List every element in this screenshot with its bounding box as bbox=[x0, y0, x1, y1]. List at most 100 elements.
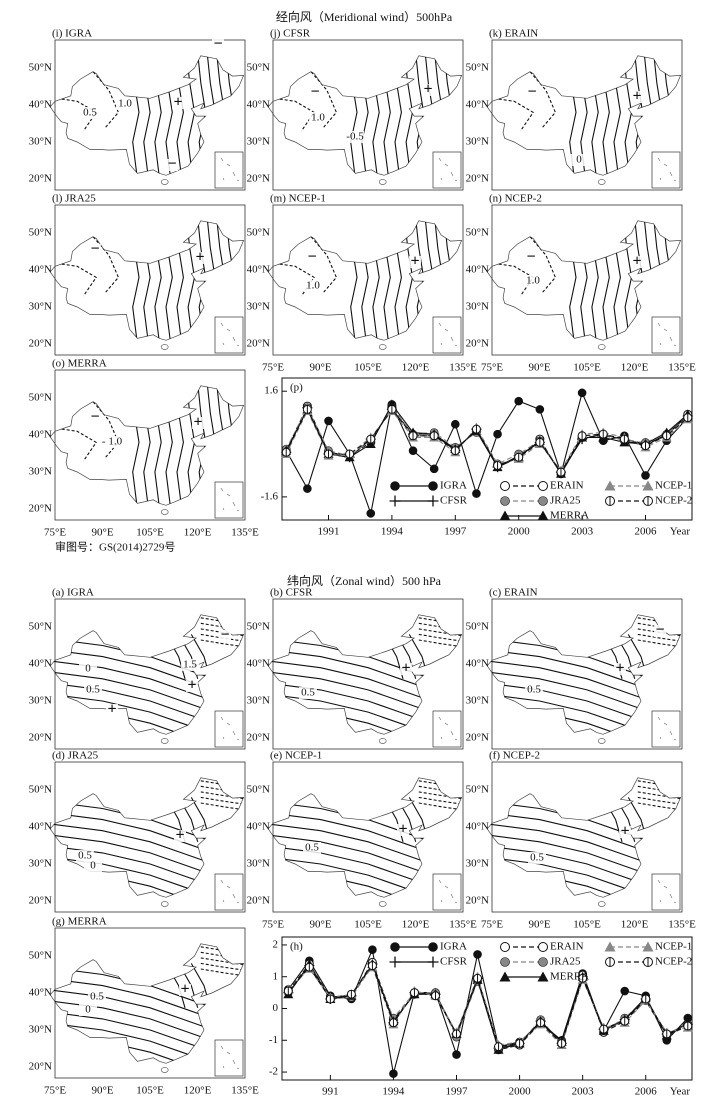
panel-label: (p) bbox=[290, 382, 303, 394]
panel-label: (a) IGRA bbox=[52, 587, 94, 599]
marker bbox=[599, 1024, 609, 1034]
lon-label: 90°E bbox=[91, 527, 113, 539]
lat-label: 40°N bbox=[29, 429, 52, 441]
marker bbox=[471, 424, 481, 434]
marker bbox=[452, 1050, 461, 1059]
inset-box bbox=[651, 873, 681, 911]
map-annotation: + bbox=[193, 414, 202, 431]
contour-line bbox=[141, 220, 151, 341]
contour-line-dashed bbox=[200, 968, 244, 977]
map-annotation: 0 bbox=[85, 663, 91, 675]
annotation-bg bbox=[84, 684, 102, 696]
lat-label: 20°N bbox=[466, 895, 489, 907]
map-annotation: 0.5 bbox=[78, 850, 92, 862]
marker bbox=[642, 941, 654, 952]
annotation-bg bbox=[309, 87, 321, 99]
contour-line bbox=[487, 659, 651, 702]
marker bbox=[535, 437, 545, 447]
contour-line-dashed bbox=[418, 628, 462, 637]
marker bbox=[556, 467, 566, 477]
annotation-bg bbox=[614, 663, 626, 675]
marker bbox=[427, 956, 439, 968]
contour-line bbox=[268, 811, 432, 854]
annotation-bg bbox=[212, 39, 224, 51]
annotation-bg bbox=[422, 84, 434, 96]
legend-marker bbox=[389, 956, 401, 968]
annotation-bg bbox=[303, 842, 321, 854]
contour-line bbox=[359, 220, 369, 341]
contour-line bbox=[381, 55, 391, 176]
lat-label: 30°N bbox=[29, 858, 52, 870]
lat-label: 30°N bbox=[247, 136, 270, 148]
lat-label: 20°N bbox=[29, 503, 52, 515]
map-annotation: - 1.0 bbox=[102, 436, 123, 448]
inset-box bbox=[214, 1039, 244, 1077]
panel-label: (f) NCEP-2 bbox=[489, 750, 540, 762]
map-annotation: − bbox=[90, 241, 99, 258]
marker bbox=[619, 434, 629, 444]
contour-line-dashed bbox=[637, 633, 681, 643]
contour-line bbox=[152, 55, 162, 176]
contour-line bbox=[268, 670, 432, 713]
map-panel: +0.50 bbox=[49, 761, 246, 913]
contour-line bbox=[163, 220, 173, 341]
annotation-bg bbox=[192, 417, 204, 429]
lat-label: 20°N bbox=[29, 173, 52, 185]
section-title: 经向风（Meridional wind）500hPa bbox=[276, 9, 453, 24]
contour-line bbox=[359, 55, 369, 176]
contour-line bbox=[50, 822, 214, 865]
lon-label: 120°E bbox=[621, 362, 649, 374]
contour-line bbox=[268, 822, 432, 865]
marker bbox=[324, 416, 333, 426]
annotation-bg bbox=[89, 412, 101, 424]
contour-line bbox=[487, 822, 651, 865]
map-annotation: + bbox=[195, 249, 204, 266]
inset-box bbox=[432, 710, 462, 748]
x-tick-label: 2006 bbox=[635, 1086, 658, 1098]
marker bbox=[387, 404, 397, 414]
map-annotation: − bbox=[310, 84, 319, 101]
country-outline bbox=[49, 943, 245, 1064]
x-axis-label: Year bbox=[670, 526, 691, 538]
annotation-bg bbox=[619, 826, 631, 838]
marker bbox=[325, 994, 335, 1004]
contour-line bbox=[186, 55, 196, 176]
annotation-bg bbox=[172, 97, 184, 109]
x-tick-label: 2003 bbox=[571, 526, 594, 538]
contour-line-dashed bbox=[418, 796, 462, 806]
contour-line bbox=[186, 385, 196, 506]
lat-label: 20°N bbox=[29, 732, 52, 744]
annotation-bg bbox=[181, 659, 199, 671]
lon-label: 90°E bbox=[528, 362, 550, 374]
lat-label: 40°N bbox=[466, 99, 489, 111]
lat-label: 50°N bbox=[29, 227, 52, 239]
annotation-bg bbox=[631, 256, 643, 268]
map-frame bbox=[491, 39, 683, 191]
contour-line bbox=[487, 833, 651, 876]
panel-label: (j) CFSR bbox=[270, 28, 311, 40]
lat-label: 40°N bbox=[466, 264, 489, 276]
island bbox=[160, 738, 169, 744]
map-annotation: 1.0 bbox=[306, 280, 320, 292]
map-annotation: + bbox=[410, 253, 419, 270]
island bbox=[597, 738, 606, 744]
legend-marker bbox=[499, 510, 511, 521]
contour-line bbox=[152, 220, 162, 341]
lat-label: 30°N bbox=[466, 858, 489, 870]
contour-line bbox=[152, 385, 162, 506]
map-annotation: 0.5 bbox=[86, 684, 100, 696]
legend-marker bbox=[605, 957, 616, 967]
island bbox=[160, 179, 169, 185]
legend-label: CFSR bbox=[440, 956, 468, 968]
annotation-bg bbox=[174, 830, 186, 842]
annotation-bg bbox=[524, 275, 542, 287]
contour-line bbox=[611, 220, 621, 341]
contour-line-dashed bbox=[307, 232, 338, 293]
line-chart: (h) 2 1 0 -1 -2 991 1994 1997 2000 2003 2006 Year IGR… bbox=[269, 936, 693, 1098]
marker bbox=[473, 950, 482, 959]
annotation-bg bbox=[186, 680, 198, 692]
map-frame bbox=[54, 39, 246, 191]
inset-islands bbox=[220, 716, 240, 741]
marker bbox=[683, 1021, 693, 1031]
lon-label: 105°E bbox=[354, 919, 382, 931]
